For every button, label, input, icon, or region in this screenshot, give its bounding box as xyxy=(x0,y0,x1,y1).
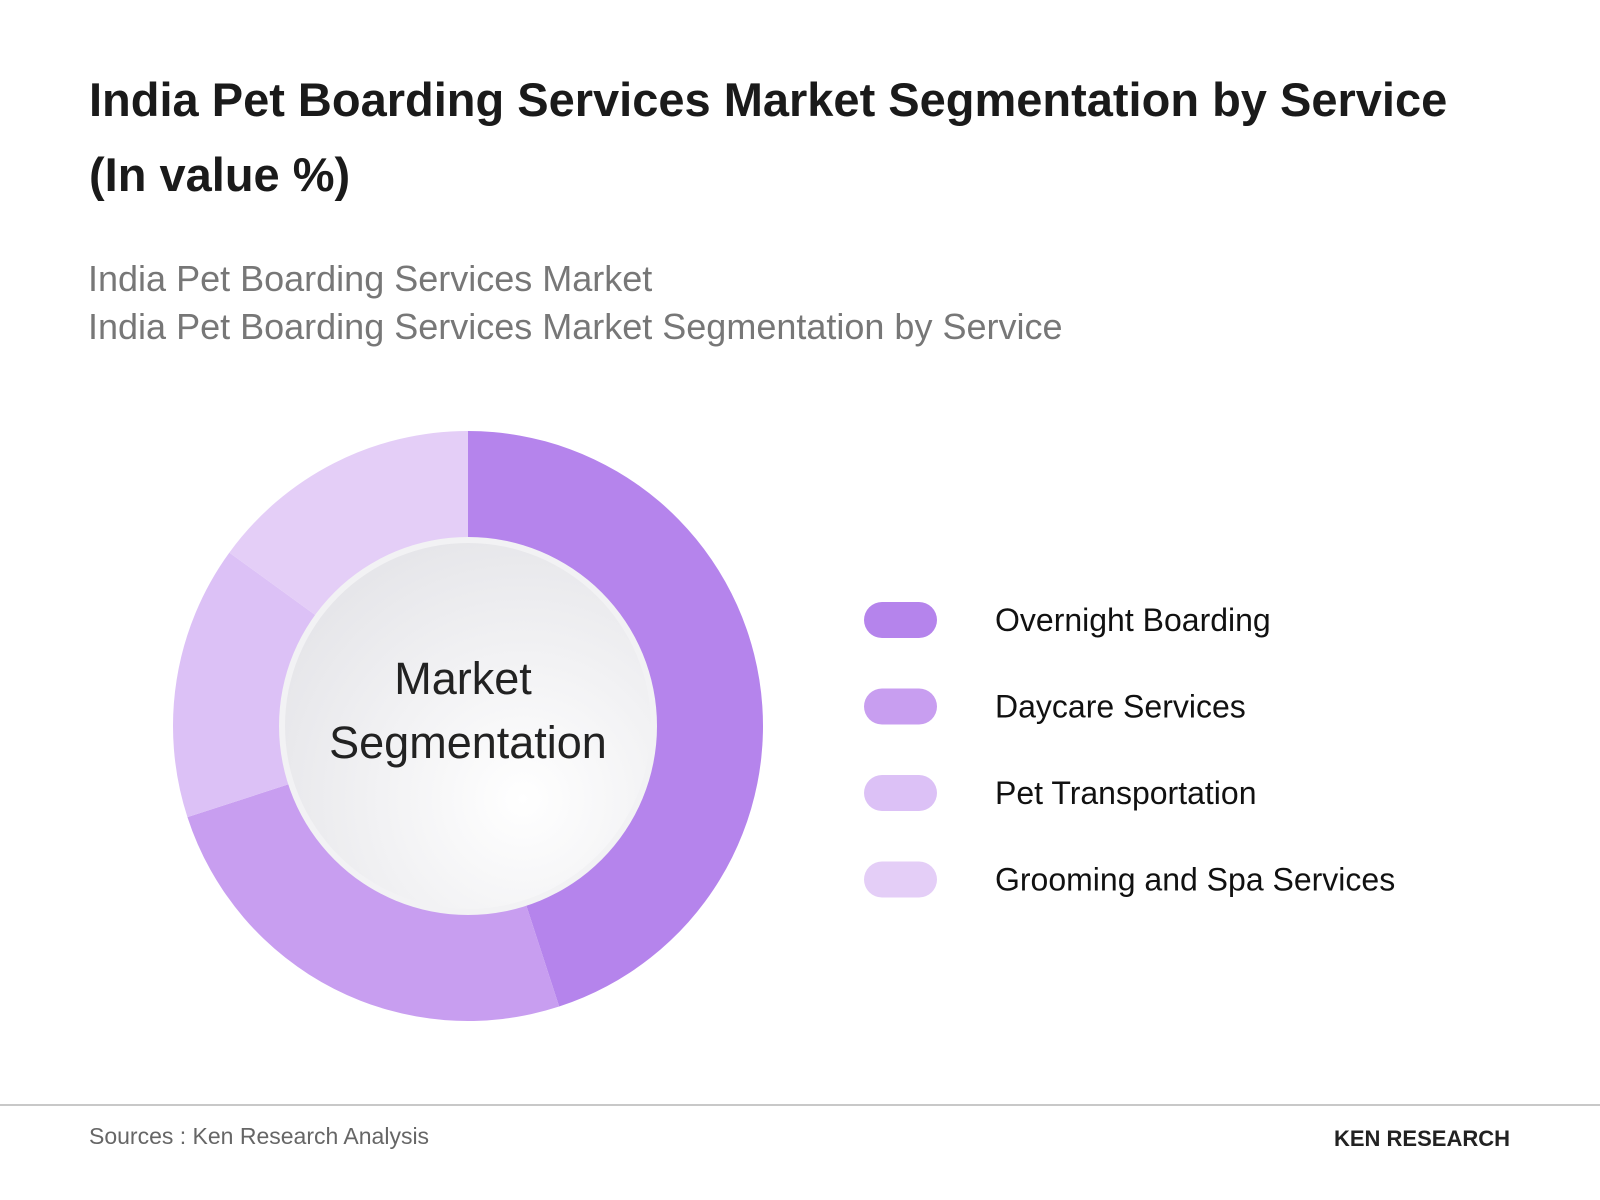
legend-label: Grooming and Spa Services xyxy=(995,862,1395,898)
source: Sources : Ken Research Analysis xyxy=(89,1123,429,1149)
legend-label: Overnight Boarding xyxy=(995,602,1271,638)
subtitle: India Pet Boarding Services Market xyxy=(88,258,653,299)
legend-swatch xyxy=(864,775,937,811)
center-disc xyxy=(285,543,651,909)
center-label: Segmentation xyxy=(329,717,607,768)
legend-swatch xyxy=(864,861,937,898)
legend-label: Pet Transportation xyxy=(995,775,1256,811)
donut-slice xyxy=(229,431,468,618)
legend-swatch xyxy=(864,688,937,725)
chart-title: India Pet Boarding Services Market Segme… xyxy=(89,73,1448,201)
legend-label: Daycare Services xyxy=(995,689,1246,725)
center-label: Market xyxy=(394,653,532,704)
logo: KEN RESEARCH xyxy=(1334,1126,1510,1151)
legend-swatch xyxy=(864,602,937,638)
donut-slice xyxy=(187,783,560,1021)
donut-slice xyxy=(468,431,763,1007)
subtitle: India Pet Boarding Services Market Segme… xyxy=(88,306,1063,347)
